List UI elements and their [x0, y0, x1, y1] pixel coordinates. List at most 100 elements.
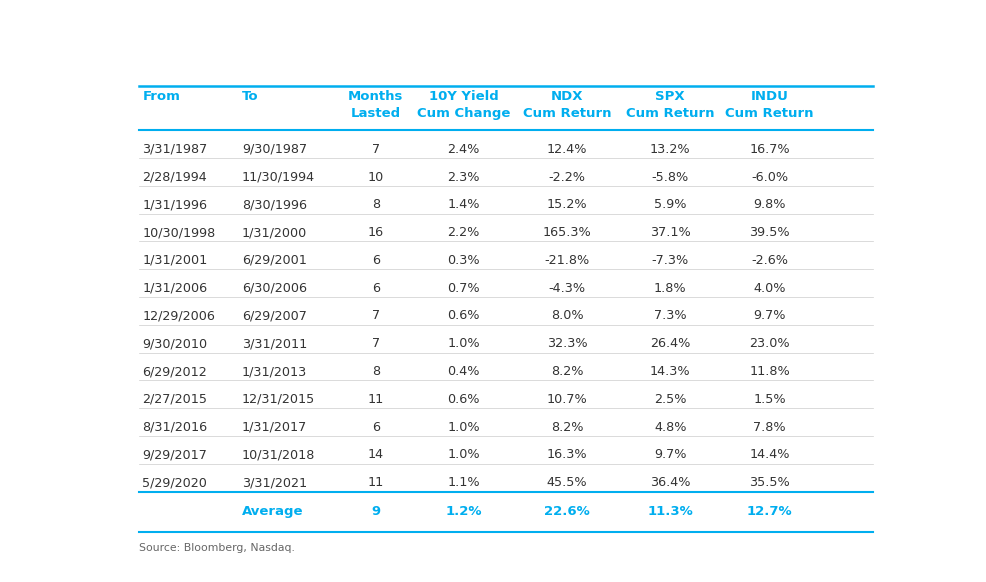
Text: 10/30/1998: 10/30/1998	[142, 226, 216, 239]
Text: 165.3%: 165.3%	[542, 226, 591, 239]
Text: 9: 9	[371, 505, 380, 518]
Text: 9/30/1987: 9/30/1987	[242, 143, 307, 156]
Text: 12/29/2006: 12/29/2006	[142, 310, 215, 322]
Text: -4.3%: -4.3%	[548, 282, 585, 294]
Text: 12.4%: 12.4%	[546, 143, 587, 156]
Text: 15.2%: 15.2%	[546, 198, 587, 211]
Text: 26.4%: 26.4%	[650, 337, 690, 350]
Text: SPX
Cum Return: SPX Cum Return	[625, 90, 714, 120]
Text: 10.7%: 10.7%	[546, 393, 587, 406]
Text: 8: 8	[372, 198, 380, 211]
Text: 22.6%: 22.6%	[543, 505, 590, 518]
Text: 8/31/2016: 8/31/2016	[142, 421, 207, 434]
Text: 1.1%: 1.1%	[447, 476, 479, 489]
Text: 0.3%: 0.3%	[447, 254, 479, 267]
Text: INDU
Cum Return: INDU Cum Return	[725, 90, 813, 120]
Text: 1.4%: 1.4%	[447, 198, 479, 211]
Text: 0.7%: 0.7%	[447, 282, 479, 294]
Text: 7: 7	[372, 143, 380, 156]
Text: 2.3%: 2.3%	[447, 171, 479, 183]
Text: Source: Bloomberg, Nasdaq.: Source: Bloomberg, Nasdaq.	[138, 543, 294, 553]
Text: 8.0%: 8.0%	[550, 310, 583, 322]
Text: 2/27/2015: 2/27/2015	[142, 393, 207, 406]
Text: 1/31/2017: 1/31/2017	[242, 421, 307, 434]
Text: 2.5%: 2.5%	[654, 393, 686, 406]
Text: -5.8%: -5.8%	[651, 171, 688, 183]
Text: 16.3%: 16.3%	[546, 448, 587, 462]
Text: 11: 11	[368, 476, 384, 489]
Text: 37.1%: 37.1%	[649, 226, 690, 239]
Text: 16.7%: 16.7%	[748, 143, 789, 156]
Text: 6: 6	[372, 282, 380, 294]
Text: 32.3%: 32.3%	[546, 337, 587, 350]
Text: 1/31/2013: 1/31/2013	[242, 365, 307, 378]
Text: 12.7%: 12.7%	[746, 505, 792, 518]
Text: 9.7%: 9.7%	[752, 310, 785, 322]
Text: 10Y Yield
Cum Change: 10Y Yield Cum Change	[417, 90, 510, 120]
Text: 23.0%: 23.0%	[748, 337, 789, 350]
Text: 5/29/2020: 5/29/2020	[142, 476, 207, 489]
Text: 6/29/2007: 6/29/2007	[242, 310, 307, 322]
Text: -2.6%: -2.6%	[750, 254, 788, 267]
Text: 2/28/1994: 2/28/1994	[142, 171, 207, 183]
Text: -7.3%: -7.3%	[651, 254, 688, 267]
Text: 7: 7	[372, 310, 380, 322]
Text: 1/31/2006: 1/31/2006	[142, 282, 207, 294]
Text: 3/31/2021: 3/31/2021	[242, 476, 307, 489]
Text: 2.4%: 2.4%	[447, 143, 479, 156]
Text: 14.3%: 14.3%	[650, 365, 690, 378]
Text: 7: 7	[372, 337, 380, 350]
Text: 2.2%: 2.2%	[447, 226, 479, 239]
Text: 8: 8	[372, 365, 380, 378]
Text: 1.0%: 1.0%	[447, 337, 479, 350]
Text: 1/31/2001: 1/31/2001	[142, 254, 207, 267]
Text: 4.0%: 4.0%	[752, 282, 785, 294]
Text: NDX
Cum Return: NDX Cum Return	[523, 90, 610, 120]
Text: 36.4%: 36.4%	[650, 476, 690, 489]
Text: 11.3%: 11.3%	[647, 505, 692, 518]
Text: 6: 6	[372, 421, 380, 434]
Text: 11/30/1994: 11/30/1994	[242, 171, 315, 183]
Text: 8/30/1996: 8/30/1996	[242, 198, 307, 211]
Text: 14: 14	[368, 448, 384, 462]
Text: 35.5%: 35.5%	[748, 476, 790, 489]
Text: 1.0%: 1.0%	[447, 421, 479, 434]
Text: 8.2%: 8.2%	[550, 365, 583, 378]
Text: 11.8%: 11.8%	[748, 365, 790, 378]
Text: From: From	[142, 90, 180, 103]
Text: 14.4%: 14.4%	[748, 448, 789, 462]
Text: 9/29/2017: 9/29/2017	[142, 448, 207, 462]
Text: 3/31/1987: 3/31/1987	[142, 143, 207, 156]
Text: Months
Lasted: Months Lasted	[348, 90, 403, 120]
Text: 13.2%: 13.2%	[650, 143, 690, 156]
Text: 4.8%: 4.8%	[654, 421, 686, 434]
Text: Average: Average	[242, 505, 303, 518]
Text: 7.8%: 7.8%	[752, 421, 785, 434]
Text: 16: 16	[368, 226, 384, 239]
Text: 1.5%: 1.5%	[752, 393, 785, 406]
Text: 6/29/2001: 6/29/2001	[242, 254, 307, 267]
Text: 39.5%: 39.5%	[748, 226, 789, 239]
Text: 9/30/2010: 9/30/2010	[142, 337, 207, 350]
Text: 0.6%: 0.6%	[447, 310, 479, 322]
Text: 9.7%: 9.7%	[654, 448, 686, 462]
Text: 1/31/2000: 1/31/2000	[242, 226, 307, 239]
Text: 6/29/2012: 6/29/2012	[142, 365, 207, 378]
Text: 3/31/2011: 3/31/2011	[242, 337, 307, 350]
Text: To: To	[242, 90, 258, 103]
Text: 6: 6	[372, 254, 380, 267]
Text: 1.8%: 1.8%	[654, 282, 686, 294]
Text: 8.2%: 8.2%	[550, 421, 583, 434]
Text: 1.2%: 1.2%	[445, 505, 481, 518]
Text: 0.4%: 0.4%	[447, 365, 479, 378]
Text: 7.3%: 7.3%	[654, 310, 686, 322]
Text: 1/31/1996: 1/31/1996	[142, 198, 207, 211]
Text: -6.0%: -6.0%	[750, 171, 788, 183]
Text: 45.5%: 45.5%	[546, 476, 587, 489]
Text: -21.8%: -21.8%	[544, 254, 589, 267]
Text: 9.8%: 9.8%	[752, 198, 785, 211]
Text: 0.6%: 0.6%	[447, 393, 479, 406]
Text: -2.2%: -2.2%	[548, 171, 585, 183]
Text: 10/31/2018: 10/31/2018	[242, 448, 315, 462]
Text: 5.9%: 5.9%	[654, 198, 686, 211]
